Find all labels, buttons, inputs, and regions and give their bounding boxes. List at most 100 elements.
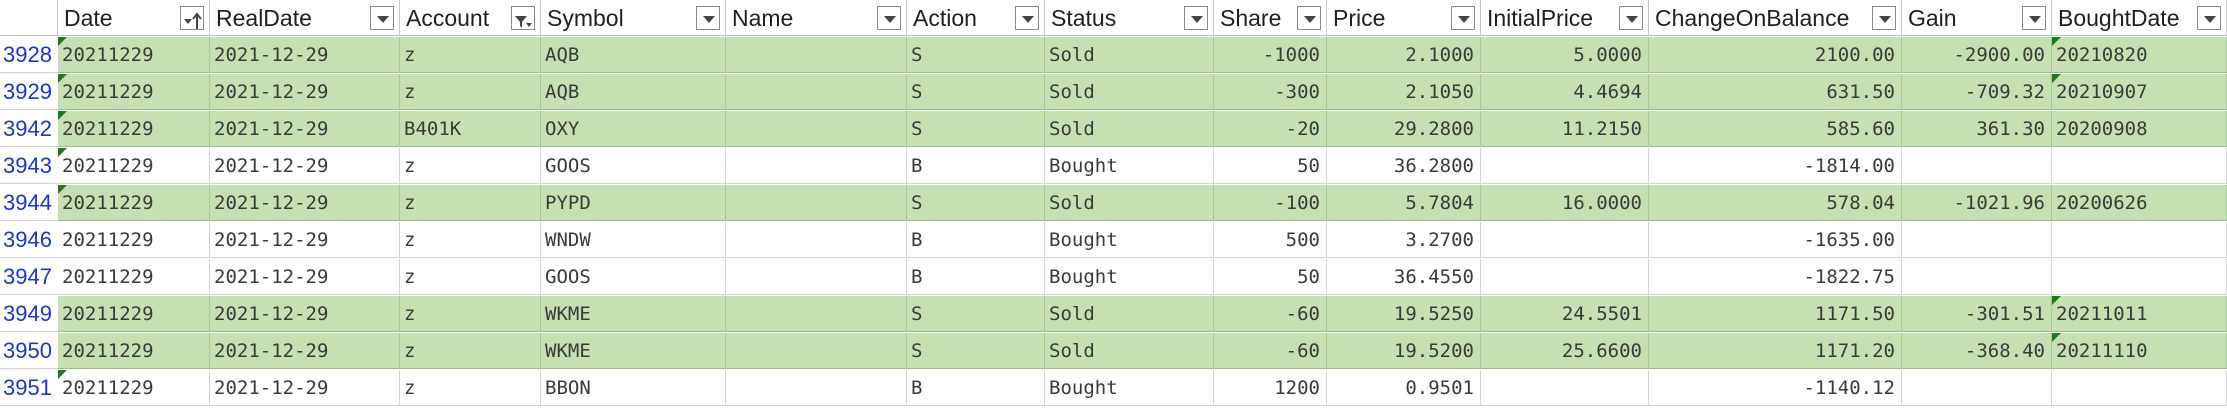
filter-dropdown-icon[interactable] bbox=[1872, 6, 1896, 30]
cell-price[interactable]: 19.5200 bbox=[1327, 333, 1481, 369]
cell-realdate[interactable]: 2021-12-29 bbox=[210, 37, 400, 73]
table-row[interactable]: 3946 20211229 2021-12-29 z WNDW B Bought 500 3.2… bbox=[0, 222, 2227, 259]
cell-status[interactable]: Bought bbox=[1045, 370, 1214, 406]
cell-date[interactable]: 20211229 bbox=[58, 74, 210, 110]
cell-gain[interactable]: -709.32 bbox=[1902, 74, 2052, 110]
cell-gain[interactable]: -1021.96 bbox=[1902, 185, 2052, 221]
cell-boughtdate[interactable]: 20211110 bbox=[2052, 333, 2227, 369]
row-number[interactable]: 3950 bbox=[0, 333, 58, 369]
cell-account[interactable]: z bbox=[400, 259, 541, 295]
cell-realdate[interactable]: 2021-12-29 bbox=[210, 296, 400, 332]
cell-boughtdate[interactable]: 20200908 bbox=[2052, 111, 2227, 147]
cell-initialprice[interactable]: 25.6600 bbox=[1481, 333, 1649, 369]
cell-gain[interactable]: -2900.00 bbox=[1902, 37, 2052, 73]
column-header-action[interactable]: Action bbox=[907, 0, 1045, 36]
cell-price[interactable]: 3.2700 bbox=[1327, 222, 1481, 258]
cell-date[interactable]: 20211229 bbox=[58, 111, 210, 147]
table-row[interactable]: 3929 20211229 2021-12-29 z AQB S Sold -300 2.105… bbox=[0, 74, 2227, 111]
select-all-corner[interactable] bbox=[0, 0, 58, 36]
cell-share[interactable]: -60 bbox=[1214, 333, 1327, 369]
cell-status[interactable]: Sold bbox=[1045, 37, 1214, 73]
cell-account[interactable]: z bbox=[400, 222, 541, 258]
cell-action[interactable]: B bbox=[907, 259, 1045, 295]
cell-account[interactable]: z bbox=[400, 148, 541, 184]
cell-realdate[interactable]: 2021-12-29 bbox=[210, 370, 400, 406]
row-number[interactable]: 3929 bbox=[0, 74, 58, 110]
column-header-status[interactable]: Status bbox=[1045, 0, 1214, 36]
cell-account[interactable]: z bbox=[400, 296, 541, 332]
cell-price[interactable]: 2.1000 bbox=[1327, 37, 1481, 73]
cell-action[interactable]: B bbox=[907, 148, 1045, 184]
column-header-realdate[interactable]: RealDate bbox=[210, 0, 400, 36]
cell-action[interactable]: B bbox=[907, 370, 1045, 406]
table-row[interactable]: 3928 20211229 2021-12-29 z AQB S Sold -1000 2.10… bbox=[0, 37, 2227, 74]
cell-changeonbalance[interactable]: -1635.00 bbox=[1649, 222, 1902, 258]
cell-boughtdate[interactable] bbox=[2052, 148, 2227, 184]
row-number[interactable]: 3942 bbox=[0, 111, 58, 147]
cell-date[interactable]: 20211229 bbox=[58, 37, 210, 73]
filter-dropdown-icon[interactable] bbox=[1015, 6, 1039, 30]
cell-action[interactable]: S bbox=[907, 37, 1045, 73]
cell-action[interactable]: S bbox=[907, 74, 1045, 110]
cell-date[interactable]: 20211229 bbox=[58, 370, 210, 406]
column-header-symbol[interactable]: Symbol bbox=[541, 0, 726, 36]
column-header-date[interactable]: Date bbox=[58, 0, 210, 36]
row-number[interactable]: 3951 bbox=[0, 370, 58, 406]
filter-funnel-icon[interactable] bbox=[511, 6, 535, 30]
filter-dropdown-icon[interactable] bbox=[696, 6, 720, 30]
cell-date[interactable]: 20211229 bbox=[58, 222, 210, 258]
filter-dropdown-icon[interactable] bbox=[2022, 6, 2046, 30]
row-number[interactable]: 3944 bbox=[0, 185, 58, 221]
cell-status[interactable]: Bought bbox=[1045, 259, 1214, 295]
cell-price[interactable]: 2.1050 bbox=[1327, 74, 1481, 110]
cell-initialprice[interactable] bbox=[1481, 370, 1649, 406]
cell-date[interactable]: 20211229 bbox=[58, 148, 210, 184]
cell-status[interactable]: Sold bbox=[1045, 333, 1214, 369]
cell-symbol[interactable]: AQB bbox=[541, 37, 726, 73]
filter-dropdown-icon[interactable] bbox=[1184, 6, 1208, 30]
cell-share[interactable]: -60 bbox=[1214, 296, 1327, 332]
cell-share[interactable]: 50 bbox=[1214, 148, 1327, 184]
table-row[interactable]: 3951 20211229 2021-12-29 z BBON B Bought 1200 0.… bbox=[0, 370, 2227, 407]
cell-boughtdate[interactable]: 20210907 bbox=[2052, 74, 2227, 110]
cell-symbol[interactable]: GOOS bbox=[541, 259, 726, 295]
cell-initialprice[interactable]: 11.2150 bbox=[1481, 111, 1649, 147]
cell-name[interactable] bbox=[726, 74, 907, 110]
cell-status[interactable]: Bought bbox=[1045, 148, 1214, 184]
column-header-boughtdate[interactable]: BoughtDate bbox=[2052, 0, 2227, 36]
cell-account[interactable]: z bbox=[400, 333, 541, 369]
cell-name[interactable] bbox=[726, 222, 907, 258]
cell-share[interactable]: -20 bbox=[1214, 111, 1327, 147]
row-number[interactable]: 3947 bbox=[0, 259, 58, 295]
cell-action[interactable]: S bbox=[907, 185, 1045, 221]
cell-name[interactable] bbox=[726, 37, 907, 73]
cell-price[interactable]: 19.5250 bbox=[1327, 296, 1481, 332]
cell-changeonbalance[interactable]: 578.04 bbox=[1649, 185, 1902, 221]
cell-name[interactable] bbox=[726, 333, 907, 369]
cell-share[interactable]: -100 bbox=[1214, 185, 1327, 221]
table-row[interactable]: 3947 20211229 2021-12-29 z GOOS B Bought 50 36.4… bbox=[0, 259, 2227, 296]
filter-dropdown-icon[interactable] bbox=[370, 6, 394, 30]
cell-name[interactable] bbox=[726, 111, 907, 147]
column-header-share[interactable]: Share bbox=[1214, 0, 1327, 36]
filter-dropdown-icon[interactable] bbox=[1619, 6, 1643, 30]
cell-share[interactable]: 50 bbox=[1214, 259, 1327, 295]
cell-account[interactable]: B401K bbox=[400, 111, 541, 147]
cell-status[interactable]: Sold bbox=[1045, 74, 1214, 110]
cell-boughtdate[interactable] bbox=[2052, 370, 2227, 406]
cell-share[interactable]: -1000 bbox=[1214, 37, 1327, 73]
cell-name[interactable] bbox=[726, 259, 907, 295]
table-row[interactable]: 3943 20211229 2021-12-29 z GOOS B Bought 50 36.2… bbox=[0, 148, 2227, 185]
cell-price[interactable]: 0.9501 bbox=[1327, 370, 1481, 406]
cell-symbol[interactable]: OXY bbox=[541, 111, 726, 147]
cell-realdate[interactable]: 2021-12-29 bbox=[210, 259, 400, 295]
cell-account[interactable]: z bbox=[400, 37, 541, 73]
column-header-price[interactable]: Price bbox=[1327, 0, 1481, 36]
cell-gain[interactable] bbox=[1902, 148, 2052, 184]
cell-price[interactable]: 29.2800 bbox=[1327, 111, 1481, 147]
cell-name[interactable] bbox=[726, 296, 907, 332]
cell-initialprice[interactable] bbox=[1481, 259, 1649, 295]
cell-realdate[interactable]: 2021-12-29 bbox=[210, 185, 400, 221]
cell-boughtdate[interactable]: 20210820 bbox=[2052, 37, 2227, 73]
cell-account[interactable]: z bbox=[400, 74, 541, 110]
